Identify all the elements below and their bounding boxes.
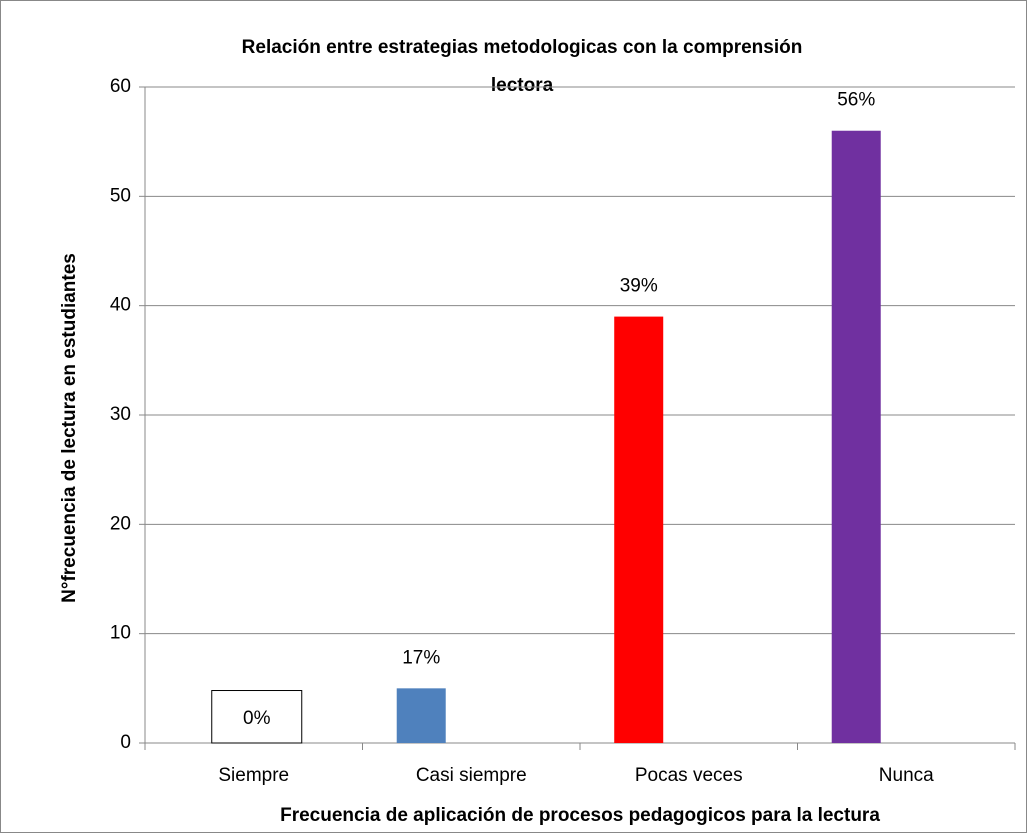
x-tick-label: Pocas veces	[635, 765, 743, 786]
bar	[614, 316, 664, 743]
chart-title: Relación entre estrategias metodologicas…	[242, 37, 803, 58]
bar	[396, 688, 446, 743]
x-axis-label: Frecuencia de aplicación de procesos ped…	[280, 805, 880, 826]
annotation: 17%	[402, 647, 440, 668]
y-tick-label: 0	[120, 732, 131, 753]
chart-title: lectora	[491, 75, 554, 96]
x-tick-label: Siempre	[218, 765, 289, 786]
y-tick-label: 50	[110, 185, 131, 206]
x-tick-label: Casi siempre	[416, 765, 527, 786]
x-tick-label: Nunca	[879, 765, 934, 786]
annotation-box	[211, 690, 303, 744]
y-tick-label: 30	[110, 404, 131, 425]
annotation: 39%	[620, 276, 658, 297]
bar	[831, 130, 881, 743]
annotation: 0%	[243, 708, 271, 729]
y-tick-label: 10	[110, 623, 131, 644]
y-tick-label: 40	[110, 295, 131, 316]
y-tick-label: 60	[110, 76, 131, 97]
annotation: 56%	[837, 90, 875, 111]
y-axis-label: N°frecuencia de lectura en estudiantes	[59, 253, 80, 603]
y-tick-label: 20	[110, 513, 131, 534]
